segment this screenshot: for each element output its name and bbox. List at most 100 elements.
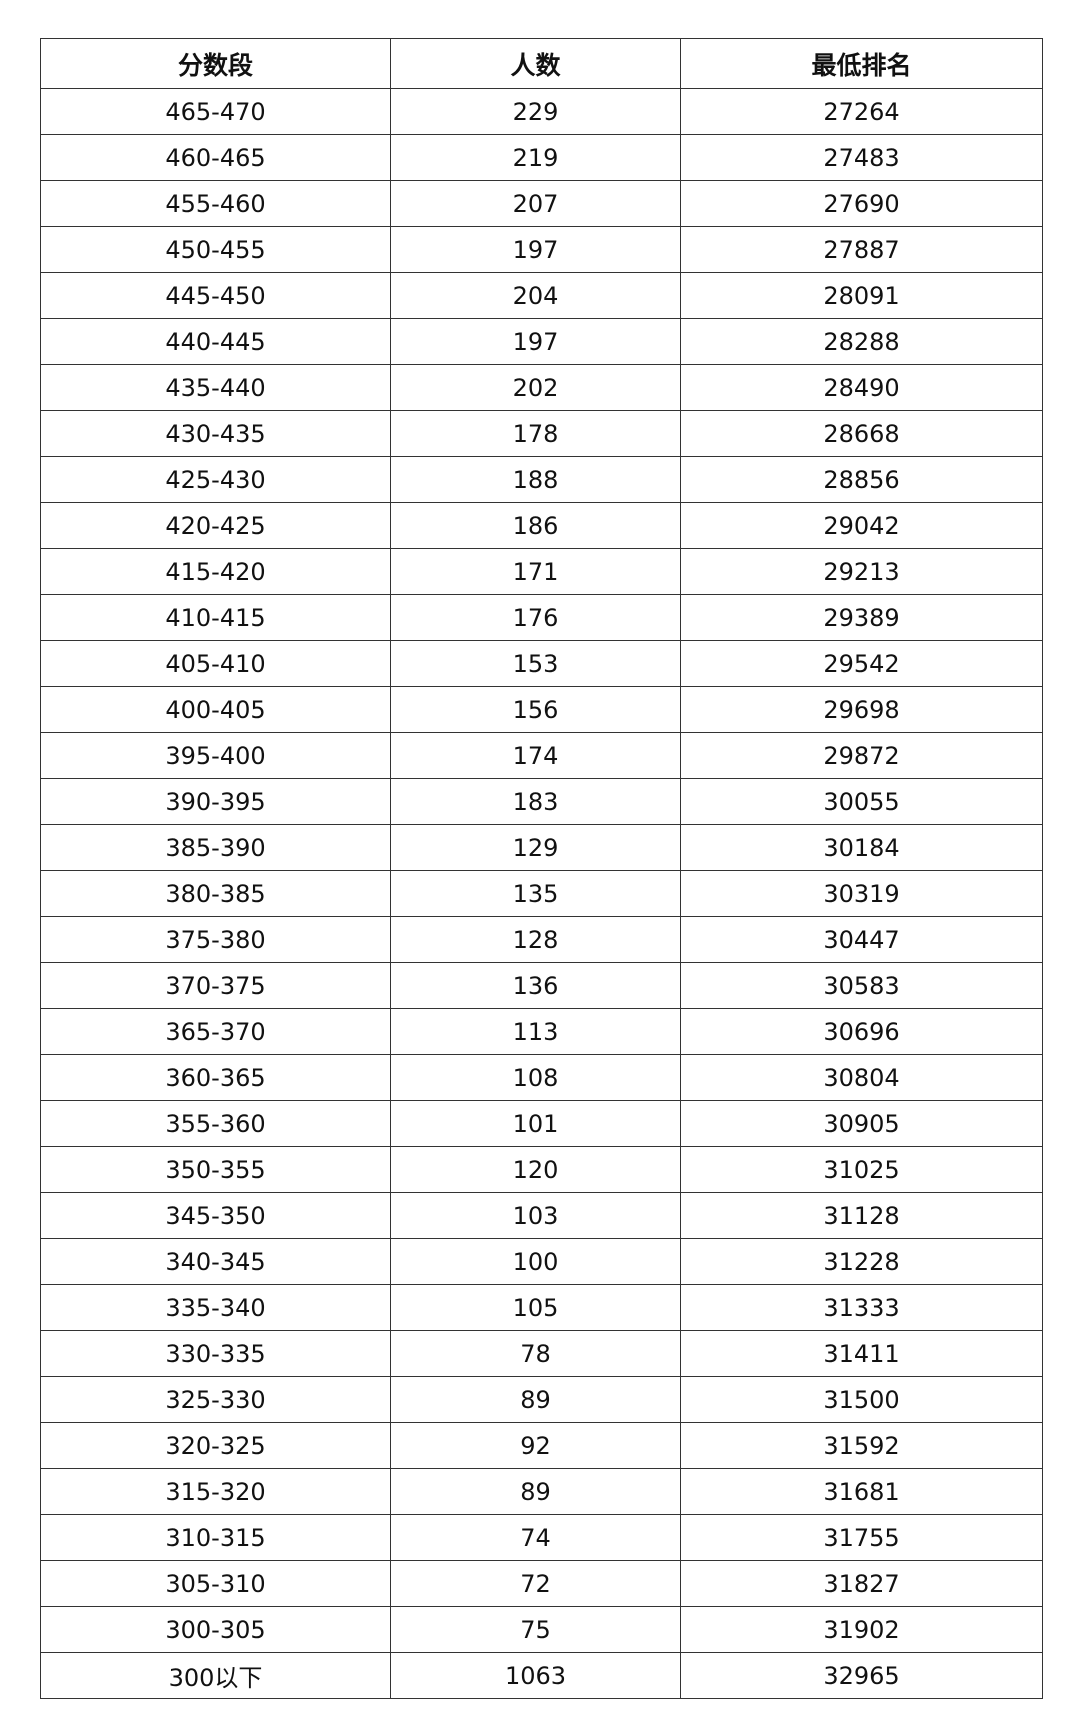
count-cell: 174: [390, 732, 681, 779]
lowest-rank-cell: 27690: [680, 180, 1043, 227]
lowest-rank-cell: 29698: [680, 686, 1043, 733]
score-range-cell: 380-385: [40, 870, 391, 917]
count-cell: 101: [390, 1100, 681, 1147]
score-range-cell: 410-415: [40, 594, 391, 641]
score-range-cell: 365-370: [40, 1008, 391, 1055]
table-row: 420-425 186 29042: [40, 502, 1043, 549]
lowest-rank-cell: 31681: [680, 1468, 1043, 1515]
count-cell: 183: [390, 778, 681, 825]
lowest-rank-cell: 29389: [680, 594, 1043, 641]
count-cell: 153: [390, 640, 681, 687]
table-row: 400-405 156 29698: [40, 686, 1043, 733]
table-row: 305-310 72 31827: [40, 1560, 1043, 1607]
lowest-rank-cell: 30583: [680, 962, 1043, 1009]
count-cell: 176: [390, 594, 681, 641]
table-row: 410-415 176 29389: [40, 594, 1043, 641]
table-row: 330-335 78 31411: [40, 1330, 1043, 1377]
count-cell: 202: [390, 364, 681, 411]
count-cell: 128: [390, 916, 681, 963]
count-cell: 229: [390, 88, 681, 135]
count-cell: 207: [390, 180, 681, 227]
count-cell: 89: [390, 1376, 681, 1423]
score-range-cell: 395-400: [40, 732, 391, 779]
table-row: 360-365 108 30804: [40, 1054, 1043, 1101]
score-range-cell: 385-390: [40, 824, 391, 871]
score-range-cell: 440-445: [40, 318, 391, 365]
score-range-cell: 465-470: [40, 88, 391, 135]
lowest-rank-cell: 31902: [680, 1606, 1043, 1653]
count-cell: 188: [390, 456, 681, 503]
score-range-cell: 400-405: [40, 686, 391, 733]
table-row: 365-370 113 30696: [40, 1008, 1043, 1055]
count-cell: 171: [390, 548, 681, 595]
lowest-rank-cell: 28856: [680, 456, 1043, 503]
lowest-rank-cell: 28288: [680, 318, 1043, 365]
lowest-rank-cell: 28490: [680, 364, 1043, 411]
lowest-rank-cell: 30055: [680, 778, 1043, 825]
lowest-rank-cell: 27483: [680, 134, 1043, 181]
table-row: 440-445 197 28288: [40, 318, 1043, 365]
lowest-rank-cell: 31411: [680, 1330, 1043, 1377]
table-row: 455-460 207 27690: [40, 180, 1043, 227]
score-range-cell: 355-360: [40, 1100, 391, 1147]
header-score-range: 分数段: [40, 38, 391, 89]
score-range-cell: 425-430: [40, 456, 391, 503]
score-range-cell: 375-380: [40, 916, 391, 963]
lowest-rank-cell: 29872: [680, 732, 1043, 779]
score-range-cell: 430-435: [40, 410, 391, 457]
lowest-rank-cell: 30696: [680, 1008, 1043, 1055]
score-range-cell: 330-335: [40, 1330, 391, 1377]
lowest-rank-cell: 31592: [680, 1422, 1043, 1469]
count-cell: 186: [390, 502, 681, 549]
score-range-cell: 305-310: [40, 1560, 391, 1607]
lowest-rank-cell: 29042: [680, 502, 1043, 549]
score-range-cell: 360-365: [40, 1054, 391, 1101]
table-row: 300-305 75 31902: [40, 1606, 1043, 1653]
table-row: 345-350 103 31128: [40, 1192, 1043, 1239]
lowest-rank-cell: 31333: [680, 1284, 1043, 1331]
score-distribution-table: 分数段 人数 最低排名 465-470 229 27264 460-465 219 274…: [40, 38, 1043, 1699]
score-range-cell: 450-455: [40, 226, 391, 273]
lowest-rank-cell: 30447: [680, 916, 1043, 963]
score-range-cell: 300-305: [40, 1606, 391, 1653]
lowest-rank-cell: 30905: [680, 1100, 1043, 1147]
score-range-cell: 455-460: [40, 180, 391, 227]
table-row: 310-315 74 31755: [40, 1514, 1043, 1561]
table-row: 385-390 129 30184: [40, 824, 1043, 871]
lowest-rank-cell: 30319: [680, 870, 1043, 917]
lowest-rank-cell: 31755: [680, 1514, 1043, 1561]
score-range-cell: 460-465: [40, 134, 391, 181]
lowest-rank-cell: 28668: [680, 410, 1043, 457]
count-cell: 100: [390, 1238, 681, 1285]
table-row: 445-450 204 28091: [40, 272, 1043, 319]
count-cell: 105: [390, 1284, 681, 1331]
table-row: 380-385 135 30319: [40, 870, 1043, 917]
table-row: 335-340 105 31333: [40, 1284, 1043, 1331]
count-cell: 197: [390, 226, 681, 273]
count-cell: 129: [390, 824, 681, 871]
count-cell: 135: [390, 870, 681, 917]
score-range-cell: 310-315: [40, 1514, 391, 1561]
count-cell: 78: [390, 1330, 681, 1377]
header-count: 人数: [390, 38, 681, 89]
table-row: 375-380 128 30447: [40, 916, 1043, 963]
score-range-cell: 325-330: [40, 1376, 391, 1423]
table-row: 450-455 197 27887: [40, 226, 1043, 273]
header-row: 分数段 人数 最低排名: [40, 38, 1043, 89]
score-range-cell: 420-425: [40, 502, 391, 549]
score-range-cell: 435-440: [40, 364, 391, 411]
lowest-rank-cell: 30184: [680, 824, 1043, 871]
lowest-rank-cell: 31128: [680, 1192, 1043, 1239]
table-row: 355-360 101 30905: [40, 1100, 1043, 1147]
score-range-cell: 390-395: [40, 778, 391, 825]
count-cell: 108: [390, 1054, 681, 1101]
score-range-cell: 445-450: [40, 272, 391, 319]
count-cell: 219: [390, 134, 681, 181]
count-cell: 1063: [390, 1652, 681, 1699]
score-range-cell: 315-320: [40, 1468, 391, 1515]
header-lowest-rank: 最低排名: [680, 38, 1043, 89]
table-row: 370-375 136 30583: [40, 962, 1043, 1009]
table-row: 340-345 100 31228: [40, 1238, 1043, 1285]
score-range-cell: 300以下: [40, 1652, 391, 1699]
table-row: 425-430 188 28856: [40, 456, 1043, 503]
